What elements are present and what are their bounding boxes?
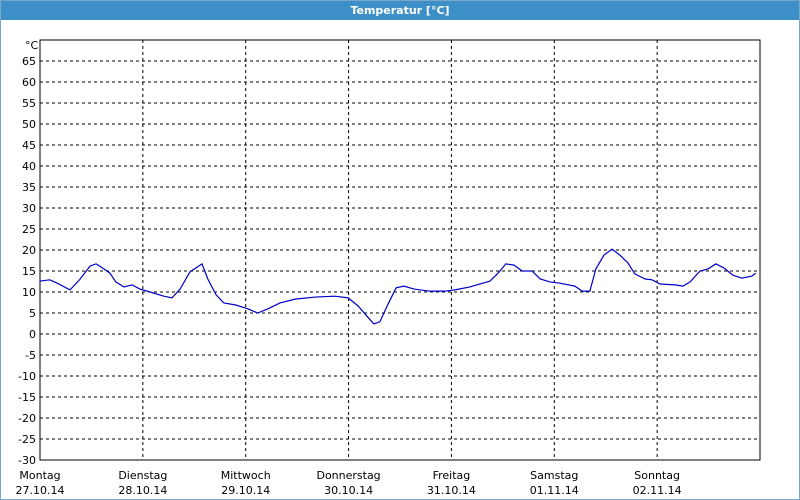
y-tick-label: 20 [22, 244, 36, 257]
temperature-line [39, 248, 757, 325]
x-tick-label: Montag [19, 469, 60, 482]
x-tick-label: Samstag [530, 469, 578, 482]
chart-title: Temperatur [°C] [350, 4, 449, 17]
x-tick-date: 28.10.14 [118, 484, 167, 497]
y-tick-label: 15 [22, 265, 36, 278]
x-tick-label: Donnerstag [316, 469, 380, 482]
y-tick-label: -5 [25, 349, 36, 362]
y-tick-label: -10 [18, 370, 36, 383]
y-tick-label: 65 [22, 55, 36, 68]
x-tick-label: Sonntag [634, 469, 680, 482]
x-tick-date: 29.10.14 [221, 484, 270, 497]
y-unit: °C [25, 39, 39, 52]
x-tick-date: 30.10.14 [324, 484, 373, 497]
x-tick-label: Dienstag [118, 469, 167, 482]
y-tick-label: 5 [29, 307, 36, 320]
y-tick-label: -15 [18, 391, 36, 404]
y-tick-label: 40 [22, 160, 36, 173]
x-tick-date: 31.10.14 [427, 484, 476, 497]
y-tick-label: -20 [18, 412, 36, 425]
y-tick-label: -30 [18, 454, 36, 467]
y-tick-label: 10 [22, 286, 36, 299]
y-tick-label: 55 [22, 97, 36, 110]
y-tick-label: 25 [22, 223, 36, 236]
plot-frame [39, 39, 761, 461]
y-tick-label: 60 [22, 76, 36, 89]
x-tick-label: Freitag [433, 469, 471, 482]
y-tick-label: 0 [29, 328, 36, 341]
x-tick-date: 02.11.14 [633, 484, 682, 497]
title-bar [1, 1, 799, 20]
x-tick-date: 27.10.14 [16, 484, 65, 497]
y-tick-label: -25 [18, 433, 36, 446]
x-tick-date: 01.11.14 [530, 484, 579, 497]
y-tick-label: 30 [22, 202, 36, 215]
y-tick-label: 35 [22, 181, 36, 194]
x-tick-label: Mittwoch [221, 469, 271, 482]
y-tick-label: 50 [22, 118, 36, 131]
y-tick-label: 45 [22, 139, 36, 152]
